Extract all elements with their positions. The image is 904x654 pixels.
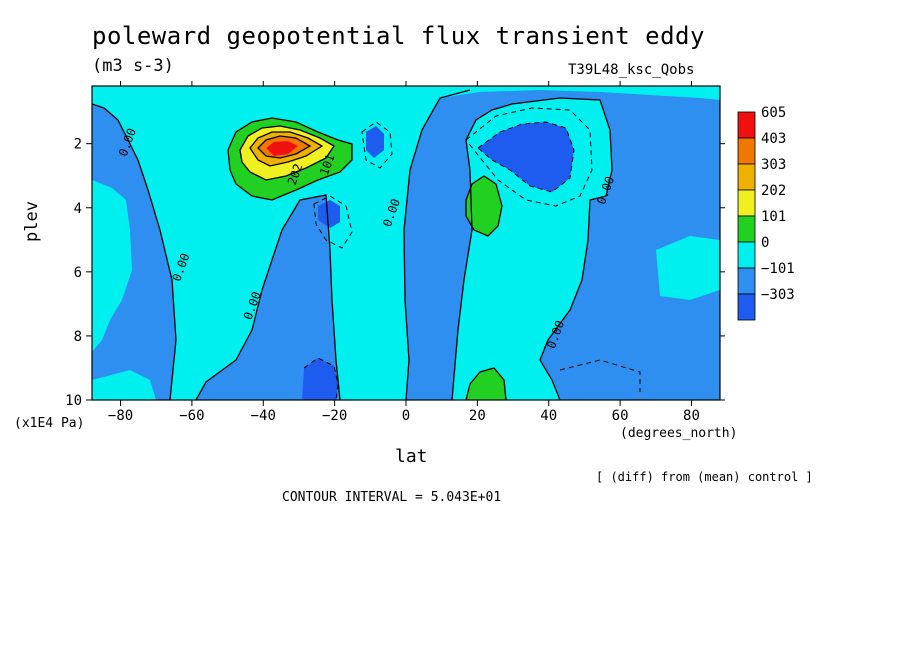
- fill-level-m303-low: [302, 358, 338, 400]
- fill-level-0-southpole-strip: [656, 236, 720, 300]
- legend-swatch: [737, 215, 756, 243]
- legend-label: 605: [761, 105, 786, 121]
- x-tick-label: −20: [322, 408, 347, 424]
- legend-swatch: [737, 111, 756, 139]
- y-tick-label: 2: [74, 137, 82, 153]
- contour-lines: [92, 89, 613, 400]
- fill-level-m303-up: [366, 126, 384, 158]
- legend-label: 0: [761, 235, 769, 251]
- contour-line-zero-west: [92, 103, 177, 400]
- legend-label: −101: [761, 261, 795, 277]
- fill-level-m303-ne: [478, 122, 574, 192]
- contour-line-202-main: [239, 125, 335, 181]
- x-tick-label: 80: [683, 408, 700, 424]
- contour-line-zero-equator: [403, 89, 471, 400]
- legend-swatch: [737, 293, 756, 321]
- run-label: T39L48_ksc_Qobs: [568, 62, 695, 78]
- contour-line-neg-ne: [477, 121, 575, 193]
- x-tick-label: 60: [612, 408, 629, 424]
- contour-line-neg-south: [559, 359, 641, 392]
- chart-title: poleward geopotential flux transient edd…: [92, 22, 705, 50]
- chart-units: (m3 s-3): [92, 56, 174, 76]
- contour-label: 202: [285, 162, 306, 187]
- fill-level-605-main: [266, 141, 298, 156]
- legend-label: −303: [761, 287, 795, 303]
- contour-line-zero-central: [195, 194, 341, 400]
- x-tick-label: −40: [251, 408, 276, 424]
- legend-swatch: [737, 241, 756, 269]
- legend-label: 303: [761, 157, 786, 173]
- x-axis-units: (degrees_north): [620, 426, 738, 441]
- contour-line-neg-up: [361, 121, 393, 169]
- diff-note: [ (diff) from (mean) control ]: [596, 470, 813, 484]
- contour-line-neg-low: [303, 357, 339, 400]
- fill-level-m303-mid: [318, 200, 340, 228]
- y-tick-label: 4: [74, 201, 82, 217]
- contour-line-303-main: [249, 131, 324, 167]
- y-tick-label: 10: [65, 393, 82, 409]
- legend-label: 403: [761, 131, 786, 147]
- y-tick-label: 6: [74, 265, 82, 281]
- legend-label: 202: [761, 183, 786, 199]
- x-tick-label: −60: [179, 408, 204, 424]
- contour-interval: CONTOUR INTERVAL = 5.043E+01: [282, 490, 502, 505]
- fill-level-0-west: [92, 180, 132, 352]
- x-axis: −80 −60 −40 −20 0 20 40 60 80: [108, 81, 700, 424]
- contour-label: 101: [317, 152, 338, 177]
- contour-line-neg-mid: [313, 195, 353, 249]
- contour-line-101-nh: [465, 175, 503, 237]
- contour-line-zero-east: [451, 97, 613, 400]
- x-tick-label: 0: [402, 408, 410, 424]
- x-tick-label: 20: [469, 408, 486, 424]
- y-tick-label: 8: [74, 329, 82, 345]
- fill-level-101-nh-upper: [466, 176, 502, 236]
- fill-level-0-east: [452, 98, 612, 400]
- fill-level-101-nh-lower: [466, 368, 506, 400]
- y-axis-units: (x1E4 Pa): [14, 416, 85, 431]
- x-axis-label: lat: [395, 446, 428, 467]
- contour-line-403-main: [257, 135, 312, 159]
- x-tick-label: 40: [540, 408, 557, 424]
- legend-swatch: [737, 137, 756, 165]
- x-tick-label: −80: [108, 408, 133, 424]
- contour-line-101-main: [227, 117, 353, 201]
- contour-line-101-nh-low: [465, 367, 507, 400]
- contour-lines-negative: [303, 107, 641, 400]
- contour-fills: [92, 86, 720, 400]
- legend-swatch: [737, 189, 756, 217]
- legend-label: 101: [761, 209, 786, 225]
- fill-level-0-lowwest: [92, 370, 156, 400]
- legend-swatch: [737, 163, 756, 191]
- color-legend: 605 403 303 202 101 0 −101 −303: [737, 105, 795, 321]
- contour-line-neg-ne-outer: [465, 107, 593, 207]
- legend-swatch: [737, 267, 756, 295]
- y-axis: 2 4 6 8 10: [65, 137, 725, 409]
